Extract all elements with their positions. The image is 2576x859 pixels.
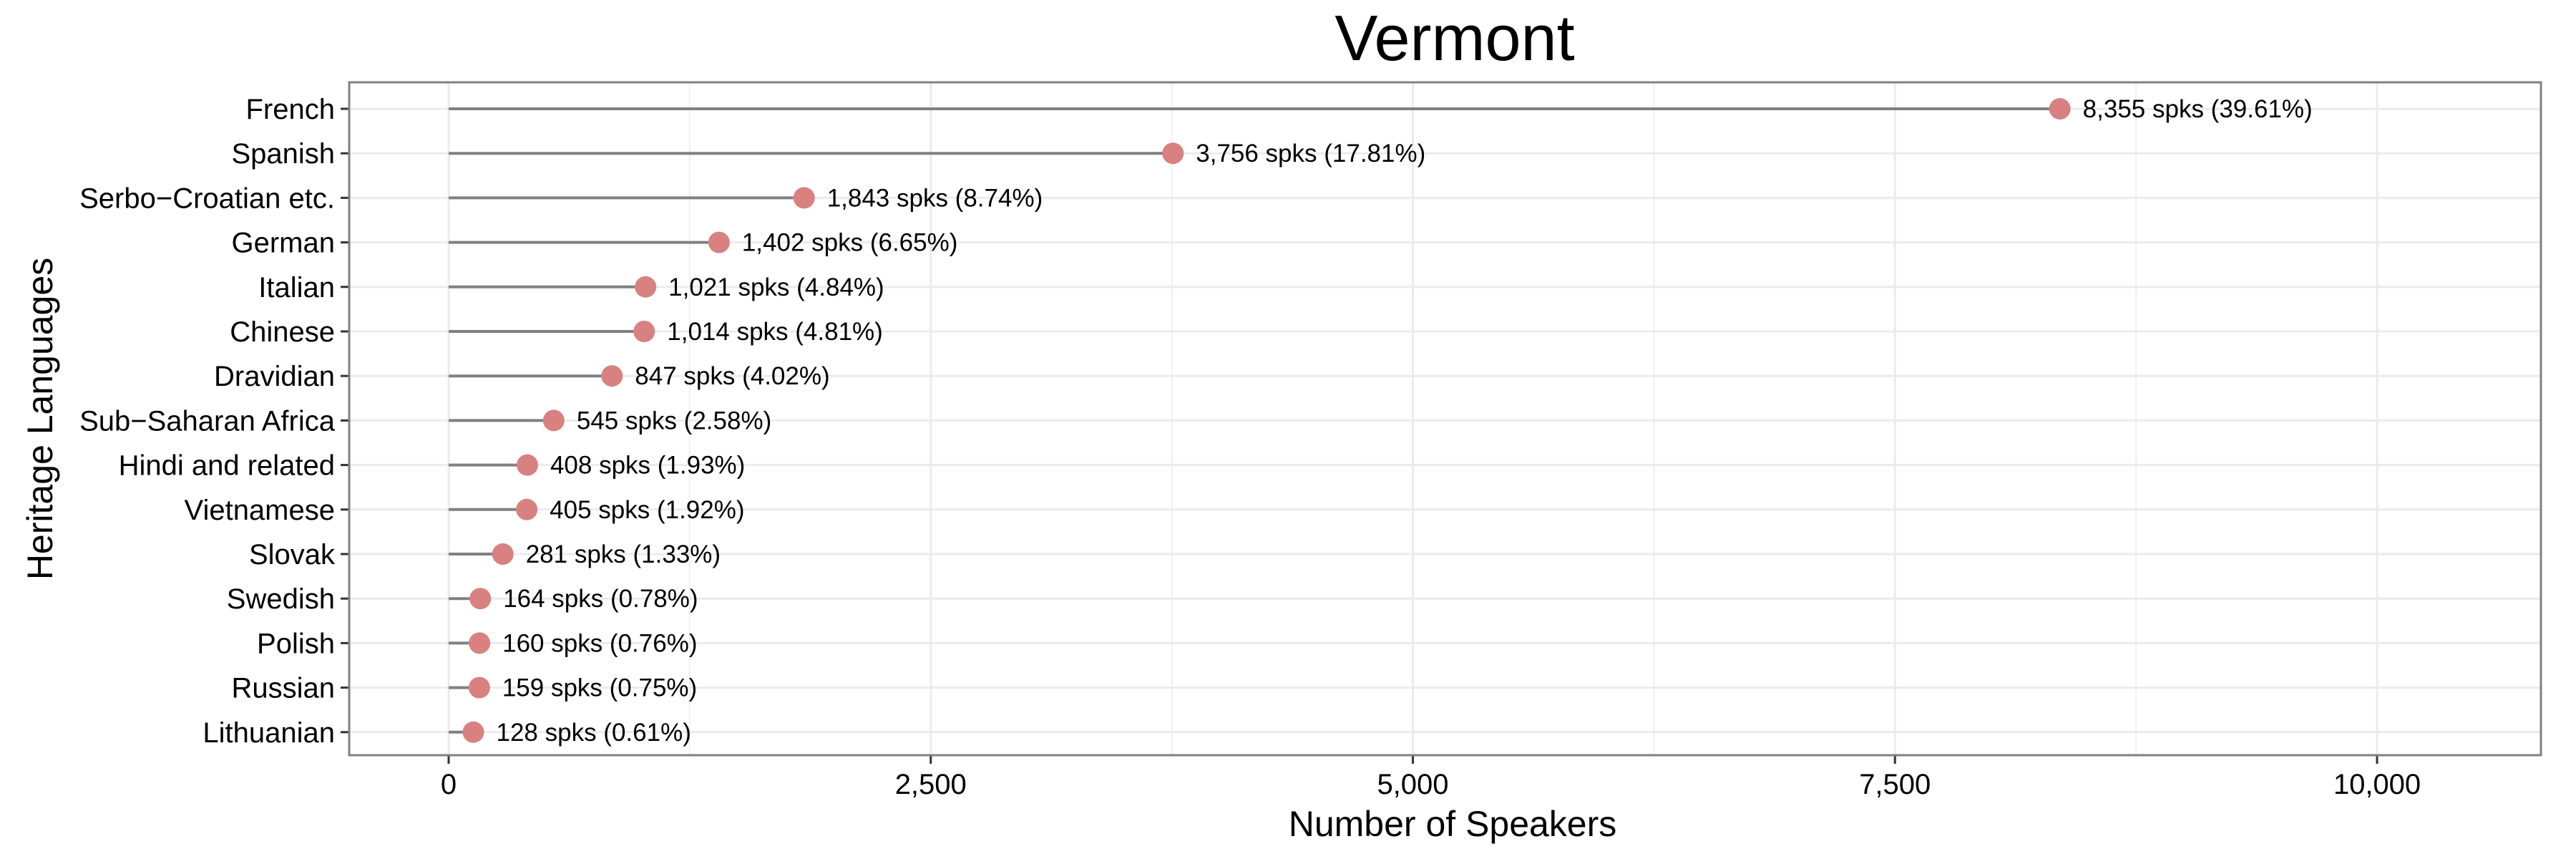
lollipop-point (1162, 142, 1184, 165)
lollipop-points (462, 98, 2071, 743)
x-axis-title: Number of Speakers (1289, 804, 1617, 844)
x-tick-label: 2,500 (895, 769, 967, 800)
y-axis-ticks: French Spanish Serbo−Croatian etc. German It… (79, 94, 349, 749)
y-tick-label: Vietnamese (184, 495, 335, 526)
y-tick-label: Italian (258, 272, 335, 304)
y-tick-label: Lithuanian (203, 717, 335, 749)
y-tick-label: Serbo−Croatian etc. (79, 183, 335, 214)
y-tick-label: Sub−Saharan Africa (79, 405, 336, 437)
y-tick-label: Hindi and related (119, 450, 335, 482)
lollipop-point (469, 588, 492, 610)
data-label: 164 spks (0.78%) (503, 585, 698, 613)
x-tick-label: 10,000 (2333, 769, 2421, 800)
lollipop-point (708, 231, 730, 253)
data-label: 3,756 spks (17.81%) (1196, 140, 1425, 168)
x-tick-label: 0 (441, 769, 457, 800)
x-axis-ticks: 0 2,500 5,000 7,500 10,000 (441, 755, 2421, 800)
data-label: 159 spks (0.75%) (502, 674, 697, 702)
y-tick-label: Swedish (227, 583, 335, 615)
lollipop-point (468, 676, 490, 699)
data-label: 847 spks (4.02%) (635, 362, 829, 390)
y-tick-label: Slovak (249, 539, 336, 571)
lollipop-point (492, 543, 514, 565)
lollipop-point (516, 454, 538, 476)
y-tick-label: Russian (231, 673, 335, 704)
data-label: 1,014 spks (4.81%) (667, 318, 883, 346)
data-label: 281 spks (1.33%) (526, 540, 721, 568)
y-tick-label: Spanish (231, 138, 335, 170)
data-label: 1,021 spks (4.84%) (668, 273, 884, 301)
y-tick-label: Chinese (230, 316, 335, 348)
x-tick-label: 5,000 (1377, 769, 1448, 800)
chart-title: Vermont (1335, 3, 1574, 74)
y-tick-label: Polish (257, 628, 335, 659)
plot-panel-border (348, 81, 2542, 757)
y-tick-label: French (246, 94, 336, 125)
data-label: 545 spks (2.58%) (577, 407, 771, 435)
lollipop-point (516, 498, 538, 520)
y-tick-label: German (232, 228, 336, 259)
data-label: 1,402 spks (6.65%) (742, 229, 958, 257)
y-tick-label: Dravidian (214, 361, 335, 392)
lollipop-point (469, 632, 491, 654)
lollipop-point (462, 721, 484, 743)
y-axis-title: Heritage Languages (20, 258, 60, 580)
data-label: 8,355 spks (39.61%) (2083, 95, 2313, 123)
data-labels: 8,355 spks (39.61%) 3,756 spks (17.81%) 1,… (496, 95, 2312, 747)
lollipop-point (601, 365, 623, 387)
lollipop-point (633, 321, 655, 342)
lollipop-point (793, 187, 815, 209)
data-label: 405 spks (1.92%) (550, 496, 744, 524)
lollipop-point (542, 409, 565, 432)
data-label: 408 spks (1.93%) (550, 452, 745, 480)
lollipop-stems (449, 107, 2060, 734)
data-label: 160 spks (0.76%) (502, 629, 697, 657)
data-label: 1,843 spks (8.74%) (827, 184, 1043, 212)
data-label: 128 spks (0.61%) (496, 719, 691, 747)
lollipop-point (635, 276, 657, 298)
lollipop-point (2049, 98, 2071, 120)
x-tick-label: 7,500 (1859, 769, 1931, 800)
